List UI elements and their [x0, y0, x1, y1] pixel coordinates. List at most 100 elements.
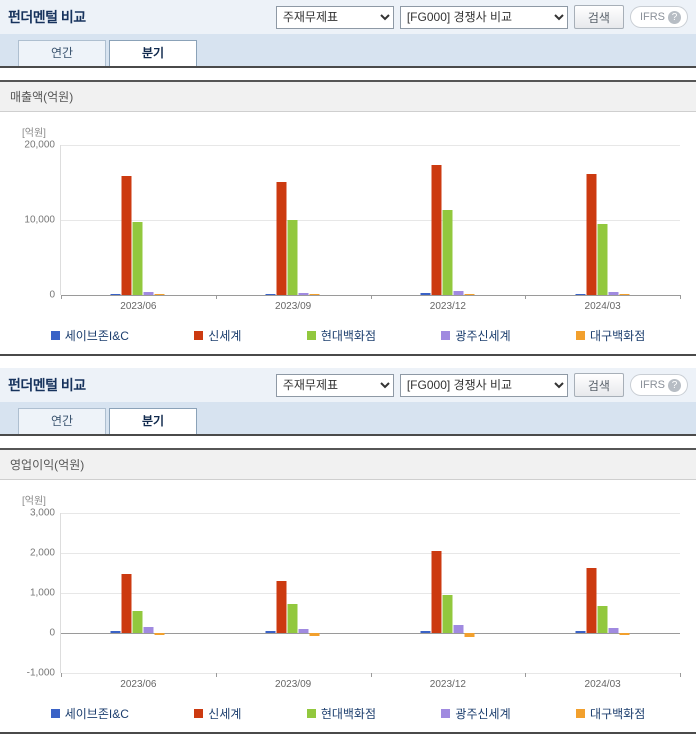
legend-swatch-icon: [50, 331, 60, 340]
legend-item: 광주신세계: [441, 705, 511, 722]
compare-group-select[interactable]: [FG000] 경쟁사 비교: [399, 373, 568, 397]
bar-현대백화점: [287, 603, 298, 633]
bar-세이브존I&C: [575, 631, 586, 633]
bar-대구백화점: [619, 294, 630, 296]
panel-header: 펀더멘털 비교 주재무제표 [FG000] 경쟁사 비교 검색 IFRS ?: [0, 368, 696, 402]
ifrs-help-button[interactable]: IFRS ?: [629, 6, 688, 28]
x-tick-label: 2023/12: [429, 679, 466, 690]
bar-group: [575, 513, 630, 673]
bar-group: [575, 145, 630, 296]
legend-swatch-icon: [441, 331, 451, 340]
legend-item: 현대백화점: [306, 705, 377, 722]
legend-item: 현대백화점: [306, 327, 376, 344]
legend-item: 세이브존I&C: [50, 327, 129, 344]
legend-item: 광주신세계: [441, 327, 511, 344]
y-axis-unit-label: [억원]: [22, 128, 46, 139]
x-tick-label: 2023/12: [429, 301, 466, 312]
bar-현대백화점: [287, 220, 298, 295]
legend-swatch-icon: [576, 709, 586, 718]
bar-신세계: [431, 165, 442, 295]
bar-group: [110, 145, 166, 296]
x-axis-tick: [215, 673, 217, 677]
legend-swatch-icon: [306, 709, 316, 718]
x-axis-tick: [370, 673, 372, 677]
bar-세이브존I&C: [575, 293, 586, 295]
bar-광주신세계: [608, 627, 619, 633]
bar-현대백화점: [442, 595, 453, 633]
legend-label: 세이브존I&C: [64, 329, 129, 343]
bar-현대백화점: [597, 223, 608, 295]
bar-광주신세계: [143, 627, 154, 633]
question-icon: ?: [668, 10, 681, 24]
ifrs-help-button[interactable]: IFRS ?: [629, 374, 688, 396]
operating-profit-chart-area: [억원] -1,000 0 1,000 2,000 3,000 2023/06 2023/0…: [0, 480, 696, 732]
statement-select[interactable]: 주재무제표: [275, 5, 394, 29]
x-tick-label: 2024/03: [584, 679, 621, 690]
panel-header: 펀더멘털 비교 주재무제표 [FG000] 경쟁사 비교 검색 IFRS ?: [0, 0, 696, 34]
search-button[interactable]: 검색: [573, 373, 624, 397]
statement-select[interactable]: 주재무제표: [275, 373, 394, 397]
legend-label: 광주신세계: [455, 707, 511, 721]
bar-신세계: [276, 181, 287, 295]
bar-광주신세계: [453, 624, 464, 633]
gridline: [61, 145, 680, 146]
y-tick-label: 3,000: [29, 507, 55, 519]
bar-신세계: [121, 573, 132, 633]
y-axis-unit-label: [억원]: [22, 496, 46, 507]
bar-세이브존I&C: [110, 630, 121, 633]
gridline: [61, 553, 680, 554]
x-axis-tick: [61, 673, 62, 677]
bar-현대백화점: [597, 605, 608, 633]
legend-label: 세이브존I&C: [64, 707, 129, 721]
legend-swatch-icon: [576, 331, 586, 340]
x-tick-label: 2023/09: [275, 679, 312, 690]
bar-대구백화점: [619, 633, 630, 635]
legend-label: 광주신세계: [455, 329, 511, 343]
legend-swatch-icon: [441, 709, 451, 718]
ifrs-label: IFRS: [639, 379, 665, 391]
bar-대구백화점: [309, 294, 320, 296]
y-tick-label: 1,000: [29, 587, 55, 599]
bar-group: [420, 513, 475, 673]
bar-광주신세계: [143, 292, 154, 295]
bar-group: [265, 513, 321, 673]
bar-현대백화점: [442, 209, 453, 295]
y-tick-label: 20,000: [24, 139, 55, 151]
bar-group: [110, 513, 166, 673]
x-axis-tick: [680, 295, 681, 299]
revenue-bar-chart: 0 10,000 20,000 2023/06 2023/09 2023/12 2024/0…: [24, 140, 681, 312]
compare-group-select[interactable]: [FG000] 경쟁사 비교: [399, 5, 568, 29]
search-button[interactable]: 검색: [573, 5, 624, 29]
x-tick-label: 2023/06: [120, 301, 157, 312]
x-axis-tick: [680, 673, 681, 677]
ifrs-label: IFRS: [639, 11, 665, 23]
legend-label: 대구백화점: [590, 329, 646, 343]
bar-광주신세계: [298, 629, 309, 633]
x-tick-label: 2024/03: [584, 301, 621, 312]
x-tick-label: 2023/06: [120, 679, 157, 690]
page-title: 펀더멘털 비교: [8, 9, 86, 25]
header-controls: 주재무제표 [FG000] 경쟁사 비교 검색 IFRS ?: [275, 5, 688, 29]
bar-광주신세계: [453, 291, 464, 295]
legend-item: 신세계: [194, 327, 241, 344]
bar-대구백화점: [464, 293, 475, 295]
x-tick-label: 2023/09: [275, 301, 312, 312]
bar-대구백화점: [309, 633, 320, 637]
tab-annual[interactable]: 연간: [18, 408, 106, 434]
bar-신세계: [586, 568, 597, 633]
bar-대구백화점: [154, 633, 165, 636]
header-controls: 주재무제표 [FG000] 경쟁사 비교 검색 IFRS ?: [275, 373, 688, 397]
tab-quarterly[interactable]: 분기: [109, 408, 197, 434]
bar-광주신세계: [608, 292, 619, 295]
bar-group: [265, 145, 321, 296]
tab-quarterly[interactable]: 분기: [109, 40, 197, 66]
bar-현대백화점: [132, 611, 143, 633]
legend-swatch-icon: [306, 331, 316, 340]
bar-세이브존I&C: [420, 293, 431, 295]
legend-label: 현대백화점: [320, 707, 377, 721]
gridline: [61, 593, 680, 594]
chart-legend: 세이브존I&C 신세계 현대백화점 광주신세계 대구백화점: [0, 323, 696, 354]
tab-annual[interactable]: 연간: [18, 40, 106, 66]
chart-legend: 세이브존I&C 신세계 현대백화점 광주신세계 대구백화점: [0, 701, 696, 732]
period-tabs: 연간 분기: [0, 34, 696, 68]
